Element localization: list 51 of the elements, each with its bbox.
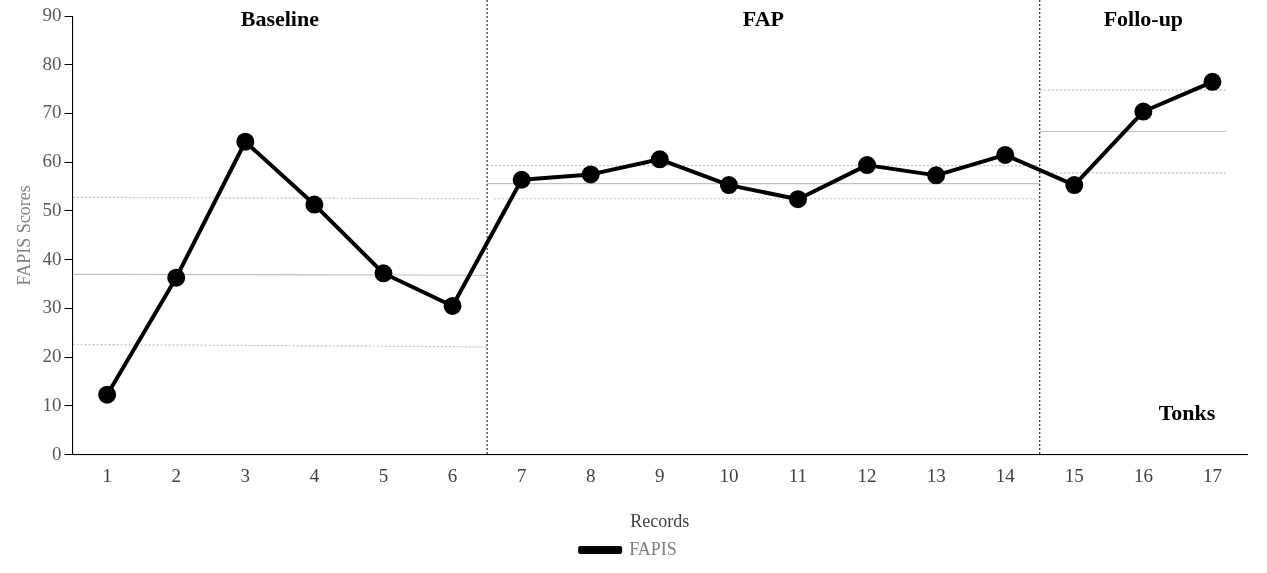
x-tick-label: 9 [655,464,665,486]
x-tick-label: 1 [102,464,112,486]
y-tick-label: 10 [42,393,62,415]
y-tick-label: 80 [42,52,62,74]
point [858,156,877,175]
point [98,385,117,404]
x-tick-label: 17 [1202,464,1222,486]
x-tick-label: 7 [516,464,527,486]
point [788,190,807,209]
y-tick-label: 90 [42,3,62,25]
y-tick-label: 60 [42,150,62,172]
y-axis-title: FAPIS Scores [13,185,34,286]
x-tick-label: 10 [719,464,739,486]
point [374,264,393,283]
y-tick-label: 70 [42,101,62,123]
x-tick-label: 12 [857,464,877,486]
y-tick-label: 20 [42,345,62,367]
point [1203,72,1222,91]
point [581,165,600,184]
y-tick-label: 50 [42,198,62,220]
x-tick-label: 16 [1133,464,1153,486]
x-tick-label: 8 [585,464,596,486]
annotation: Follo-up [1103,5,1184,31]
annotation: Tonks [1158,400,1216,426]
x-tick-label: 15 [1064,464,1084,486]
point [1134,102,1153,121]
point [650,150,669,169]
point [236,132,255,151]
legend-label: FAPIS [629,538,677,559]
x-tick-label: 2 [171,464,181,486]
point [443,296,462,315]
annotation: Baseline [240,5,320,31]
y-tick-label: 0 [52,442,62,464]
x-tick-label: 13 [926,464,946,486]
x-tick-label: 14 [995,464,1016,486]
x-tick-label: 5 [378,464,389,486]
x-tick-label: 3 [240,464,251,486]
point [927,166,946,185]
point [512,170,531,189]
x-axis-title: Records [630,510,690,531]
x-tick-label: 4 [309,464,320,486]
point [1065,176,1084,195]
point [719,176,738,195]
point [996,145,1015,164]
x-tick-label: 6 [447,464,458,486]
x-tick-label: 11 [788,464,808,486]
y-tick-label: 40 [42,247,62,269]
annotation: FAP [742,5,784,31]
point [167,268,186,287]
point [305,195,324,214]
y-tick-label: 30 [42,296,62,318]
